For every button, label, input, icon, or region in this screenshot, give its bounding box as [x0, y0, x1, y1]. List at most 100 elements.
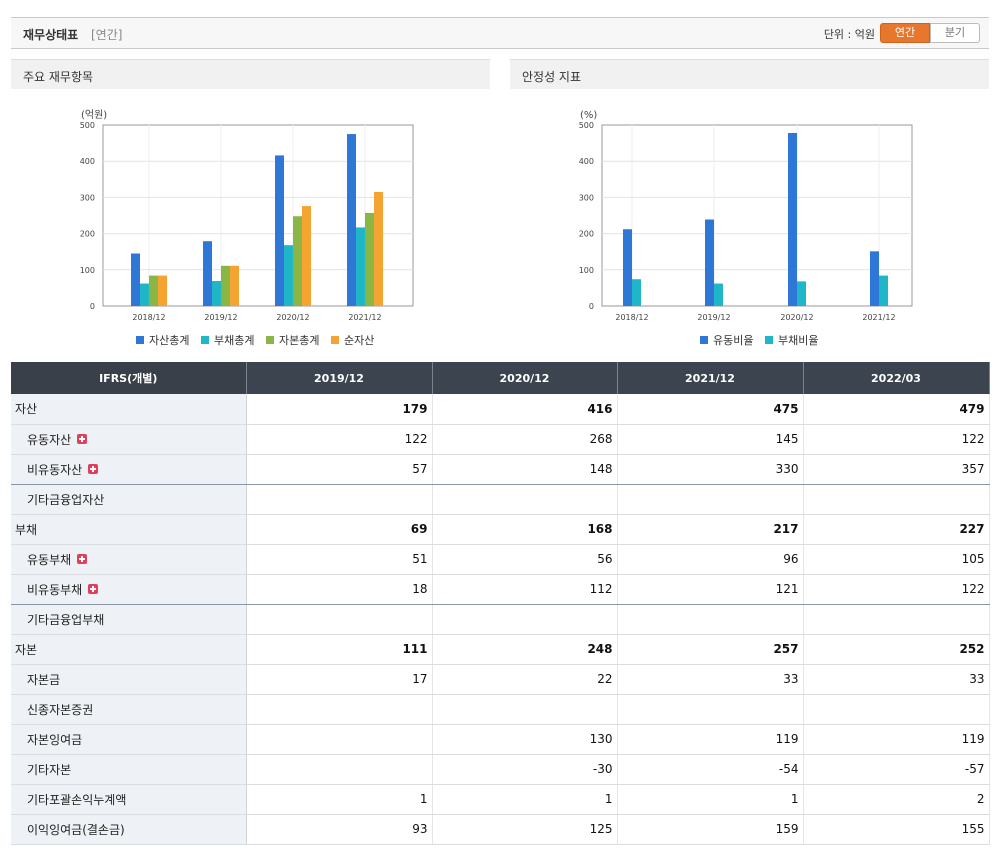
value-cell: 1 [617, 784, 804, 815]
row-label: 기타포괄손익누계액 [27, 792, 127, 807]
value-cell: 122 [803, 574, 990, 605]
value-cell [432, 484, 618, 515]
column-header: 2022/03 [803, 362, 990, 394]
y-tick-label: 100 [579, 266, 594, 275]
bar [705, 219, 714, 306]
value-cell: 22 [432, 664, 618, 695]
x-tick-label: 2020/12 [276, 313, 309, 322]
table-row: 유동부채 51 56 96 105 [11, 544, 990, 575]
row-label-cell: 기타금융업자산 [11, 484, 247, 515]
x-tick-label: 2018/12 [615, 313, 648, 322]
row-label-cell: 기타포괄손익누계액 [11, 784, 247, 815]
value-cell: 69 [246, 514, 433, 545]
y-tick-label: 200 [579, 230, 594, 239]
row-label-cell: 자본 [11, 634, 247, 665]
table-row: 비유동부채 18 112 121 122 [11, 574, 990, 605]
row-label: 자산 [15, 402, 38, 417]
x-tick-label: 2021/12 [862, 313, 895, 322]
table-row: 자산 179 416 475 479 [11, 394, 990, 425]
table-row: 기타금융업부채 [11, 604, 990, 635]
bar [365, 212, 374, 306]
bar [149, 275, 158, 306]
bar [203, 241, 212, 306]
legend-swatch [136, 336, 144, 344]
value-cell: 168 [432, 514, 618, 545]
y-tick-label: 0 [90, 302, 95, 311]
table-header-row: IFRS(개별) 2019/12 2020/12 2021/12 2022/03 [11, 362, 990, 394]
key-items-chart: 0 100 200 300 400 500 2018/12 2019/12 2020/12 202… [80, 109, 414, 347]
row-label: 유동부채 [27, 552, 72, 567]
value-cell: 105 [803, 544, 990, 575]
value-cell [803, 604, 990, 635]
bar [714, 283, 723, 306]
row-label-cell: 부채 [11, 514, 247, 545]
value-cell: 252 [803, 634, 990, 665]
value-cell: 33 [617, 664, 804, 695]
value-cell [432, 604, 618, 635]
x-tick-label: 2019/12 [204, 313, 237, 322]
legend-label: 자본총계 [279, 334, 319, 347]
value-cell [617, 694, 804, 725]
value-cell: 33 [803, 664, 990, 695]
x-tick-label: 2019/12 [697, 313, 730, 322]
row-label: 비유동자산 [27, 462, 83, 477]
y-tick-label: 200 [80, 230, 95, 239]
value-cell: 145 [617, 424, 804, 455]
quarter-toggle-button[interactable]: 분기 [930, 23, 980, 43]
bar [230, 265, 239, 306]
legend-label: 순자산 [344, 334, 374, 347]
value-cell: -57 [803, 754, 990, 785]
row-label: 부채 [15, 522, 38, 537]
bar [623, 229, 632, 306]
bar [212, 281, 221, 306]
row-label-cell: 자본잉여금 [11, 724, 247, 755]
table-row: 부채 69 168 217 227 [11, 514, 990, 545]
value-cell: 475 [617, 394, 804, 425]
value-cell: 248 [432, 634, 618, 665]
table-row: 자본금 17 22 33 33 [11, 664, 990, 695]
bar [221, 265, 230, 306]
y-tick-label: 300 [80, 193, 95, 202]
y-tick-label: 400 [579, 157, 594, 166]
row-label: 비유동부채 [27, 582, 83, 597]
row-label: 자본 [15, 642, 38, 657]
row-label: 자본잉여금 [27, 732, 83, 747]
expand-plus-icon[interactable] [77, 553, 88, 564]
expand-plus-icon[interactable] [88, 463, 99, 474]
row-label-cell: 자산 [11, 394, 247, 425]
row-label-cell: 유동자산 [11, 424, 247, 455]
bar [632, 279, 641, 306]
bar [158, 275, 167, 306]
unit-label: 단위 : 억원 [823, 28, 875, 41]
bar [374, 191, 383, 306]
row-label-cell: 기타금융업부채 [11, 604, 247, 635]
table-row: 비유동자산 57 148 330 357 [11, 454, 990, 485]
table-row: 자본잉여금 130 119 119 [11, 724, 990, 755]
expand-plus-icon[interactable] [77, 433, 88, 444]
value-cell: 217 [617, 514, 804, 545]
x-tick-label: 2021/12 [348, 313, 381, 322]
table-row: 기타자본 -30 -54 -57 [11, 754, 990, 785]
value-cell: 121 [617, 574, 804, 605]
column-header: IFRS(개별) [11, 362, 247, 394]
financial-table: IFRS(개별) 2019/12 2020/12 2021/12 2022/03… [11, 362, 990, 845]
legend-label: 자산총계 [149, 334, 189, 347]
legend-swatch [331, 336, 339, 344]
value-cell: 1 [246, 784, 433, 815]
value-cell: 1 [432, 784, 618, 815]
expand-plus-icon[interactable] [88, 583, 99, 594]
value-cell: 122 [803, 424, 990, 455]
table-row: 유동자산 122 268 145 122 [11, 424, 990, 455]
value-cell: 122 [246, 424, 433, 455]
row-label-cell: 신종자본증권 [11, 694, 247, 725]
row-label-cell: 이익잉여금(결손금) [11, 814, 247, 845]
value-cell [617, 604, 804, 635]
value-cell: 17 [246, 664, 433, 695]
value-cell: 119 [617, 724, 804, 755]
value-cell: 268 [432, 424, 618, 455]
value-cell [246, 754, 433, 785]
legend-label: 부채비율 [778, 334, 818, 347]
annual-toggle-button[interactable]: 연간 [880, 23, 930, 43]
value-cell: 179 [246, 394, 433, 425]
bar [131, 253, 140, 306]
